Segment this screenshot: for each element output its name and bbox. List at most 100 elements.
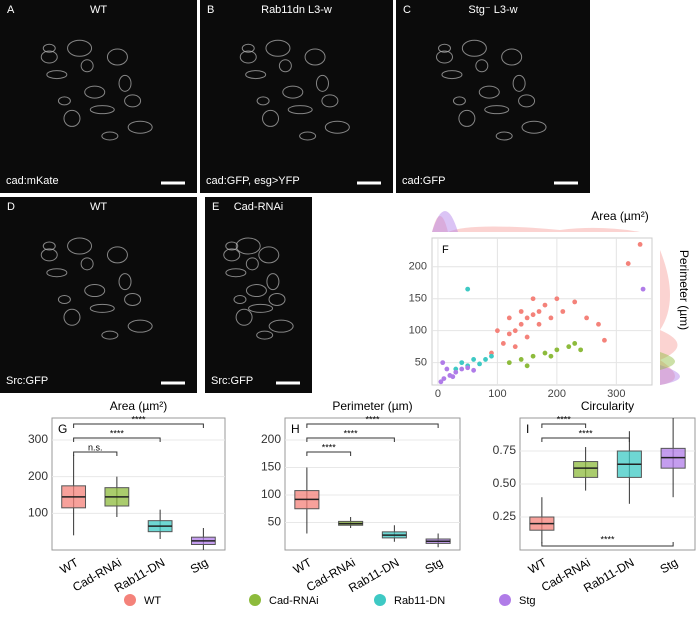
y-tick-label: 50 bbox=[415, 357, 427, 369]
micrograph bbox=[396, 0, 590, 193]
panel-letter: B bbox=[207, 4, 214, 16]
cell-outline bbox=[233, 294, 247, 304]
cell-outline bbox=[268, 319, 294, 333]
significance-label: **** bbox=[365, 414, 380, 424]
x-tick-label: 300 bbox=[607, 388, 625, 400]
point bbox=[489, 353, 494, 359]
panel-letter: D bbox=[7, 201, 15, 213]
cell-outline bbox=[441, 70, 463, 80]
point bbox=[530, 296, 536, 302]
cell-outline bbox=[268, 292, 286, 306]
point bbox=[500, 341, 506, 346]
cell-outline bbox=[46, 268, 68, 278]
significance-label: **** bbox=[322, 442, 337, 452]
cell-outline bbox=[278, 59, 292, 73]
point bbox=[471, 367, 477, 373]
cell-outline bbox=[461, 39, 487, 57]
point bbox=[536, 309, 542, 314]
cell-outline bbox=[40, 248, 58, 262]
image-caption: Cad-RNAi bbox=[234, 201, 284, 213]
point bbox=[506, 360, 512, 366]
cell-outline bbox=[501, 48, 523, 66]
cell-outline bbox=[84, 85, 106, 99]
point bbox=[584, 315, 589, 321]
chart-title: Area (µm²) bbox=[110, 399, 168, 413]
legend-swatch bbox=[499, 594, 511, 606]
point bbox=[438, 379, 444, 385]
cell-outline bbox=[40, 50, 58, 64]
cell-outline bbox=[315, 74, 329, 92]
cell-outline bbox=[235, 308, 253, 326]
legend-swatch bbox=[124, 594, 136, 606]
cell-outline bbox=[304, 48, 326, 66]
cell-outline bbox=[282, 85, 304, 99]
bracket bbox=[541, 423, 587, 428]
cell-outline bbox=[118, 74, 132, 92]
cell-outline bbox=[84, 284, 106, 298]
box bbox=[573, 461, 599, 478]
micrograph bbox=[200, 0, 393, 193]
bracket bbox=[73, 423, 204, 428]
image-caption: WT bbox=[90, 4, 107, 16]
x-tick-label: 200 bbox=[548, 388, 566, 400]
cell-outline bbox=[57, 294, 71, 304]
cell-outline bbox=[63, 308, 81, 326]
significance-label: **** bbox=[344, 428, 359, 438]
cell-outline bbox=[256, 330, 274, 340]
significance-label: **** bbox=[557, 414, 572, 424]
cell-outline bbox=[495, 131, 513, 141]
bracket bbox=[306, 423, 439, 428]
point bbox=[518, 321, 524, 327]
cell-outline bbox=[89, 303, 115, 313]
bracket bbox=[306, 437, 395, 442]
point bbox=[637, 241, 643, 247]
significance-label: **** bbox=[579, 428, 594, 438]
image-stain: cad:GFP bbox=[402, 175, 445, 187]
point bbox=[542, 350, 548, 356]
point bbox=[441, 376, 447, 382]
cell-outline bbox=[42, 43, 56, 53]
cell-outline bbox=[484, 105, 510, 115]
point bbox=[506, 331, 512, 337]
cell-outline bbox=[80, 59, 94, 73]
point bbox=[625, 261, 631, 266]
cell-outline bbox=[452, 96, 466, 106]
point bbox=[542, 302, 548, 308]
cell-outline bbox=[245, 284, 267, 298]
cell-outline bbox=[124, 94, 142, 108]
point bbox=[578, 347, 584, 353]
image-caption: Stg⁻ L3-w bbox=[468, 4, 517, 16]
point bbox=[524, 315, 530, 321]
density-decoration bbox=[660, 352, 675, 370]
point bbox=[450, 374, 456, 380]
density-decoration bbox=[660, 365, 680, 385]
bracket bbox=[306, 451, 352, 456]
point bbox=[548, 315, 554, 321]
point bbox=[572, 299, 578, 305]
cell-outline bbox=[235, 237, 261, 255]
micrograph bbox=[0, 0, 197, 193]
cell-outline bbox=[42, 241, 56, 251]
cell-outline bbox=[106, 48, 128, 66]
point bbox=[560, 309, 566, 314]
micrograph bbox=[0, 197, 197, 393]
image-caption: Rab11dn L3-w bbox=[261, 4, 332, 16]
y-tick-label: 200 bbox=[409, 261, 427, 273]
cell-outline bbox=[245, 257, 259, 271]
cell-outline bbox=[518, 94, 536, 108]
cell-outline bbox=[438, 43, 451, 53]
significance-label: **** bbox=[110, 428, 125, 438]
bracket bbox=[73, 451, 118, 456]
image-caption: WT bbox=[90, 201, 107, 213]
point bbox=[440, 360, 446, 366]
legend-label: Rab11-DN bbox=[394, 595, 445, 607]
chart-title: Perimeter (µm) bbox=[332, 399, 412, 413]
bracket bbox=[73, 437, 161, 442]
y-tick-label: 100 bbox=[261, 487, 281, 501]
density-decoration bbox=[432, 211, 458, 232]
cell-outline bbox=[248, 303, 274, 313]
panel-letter: G bbox=[58, 422, 67, 436]
cell-outline bbox=[80, 257, 94, 271]
image-stain: cad:mKate bbox=[6, 175, 59, 187]
